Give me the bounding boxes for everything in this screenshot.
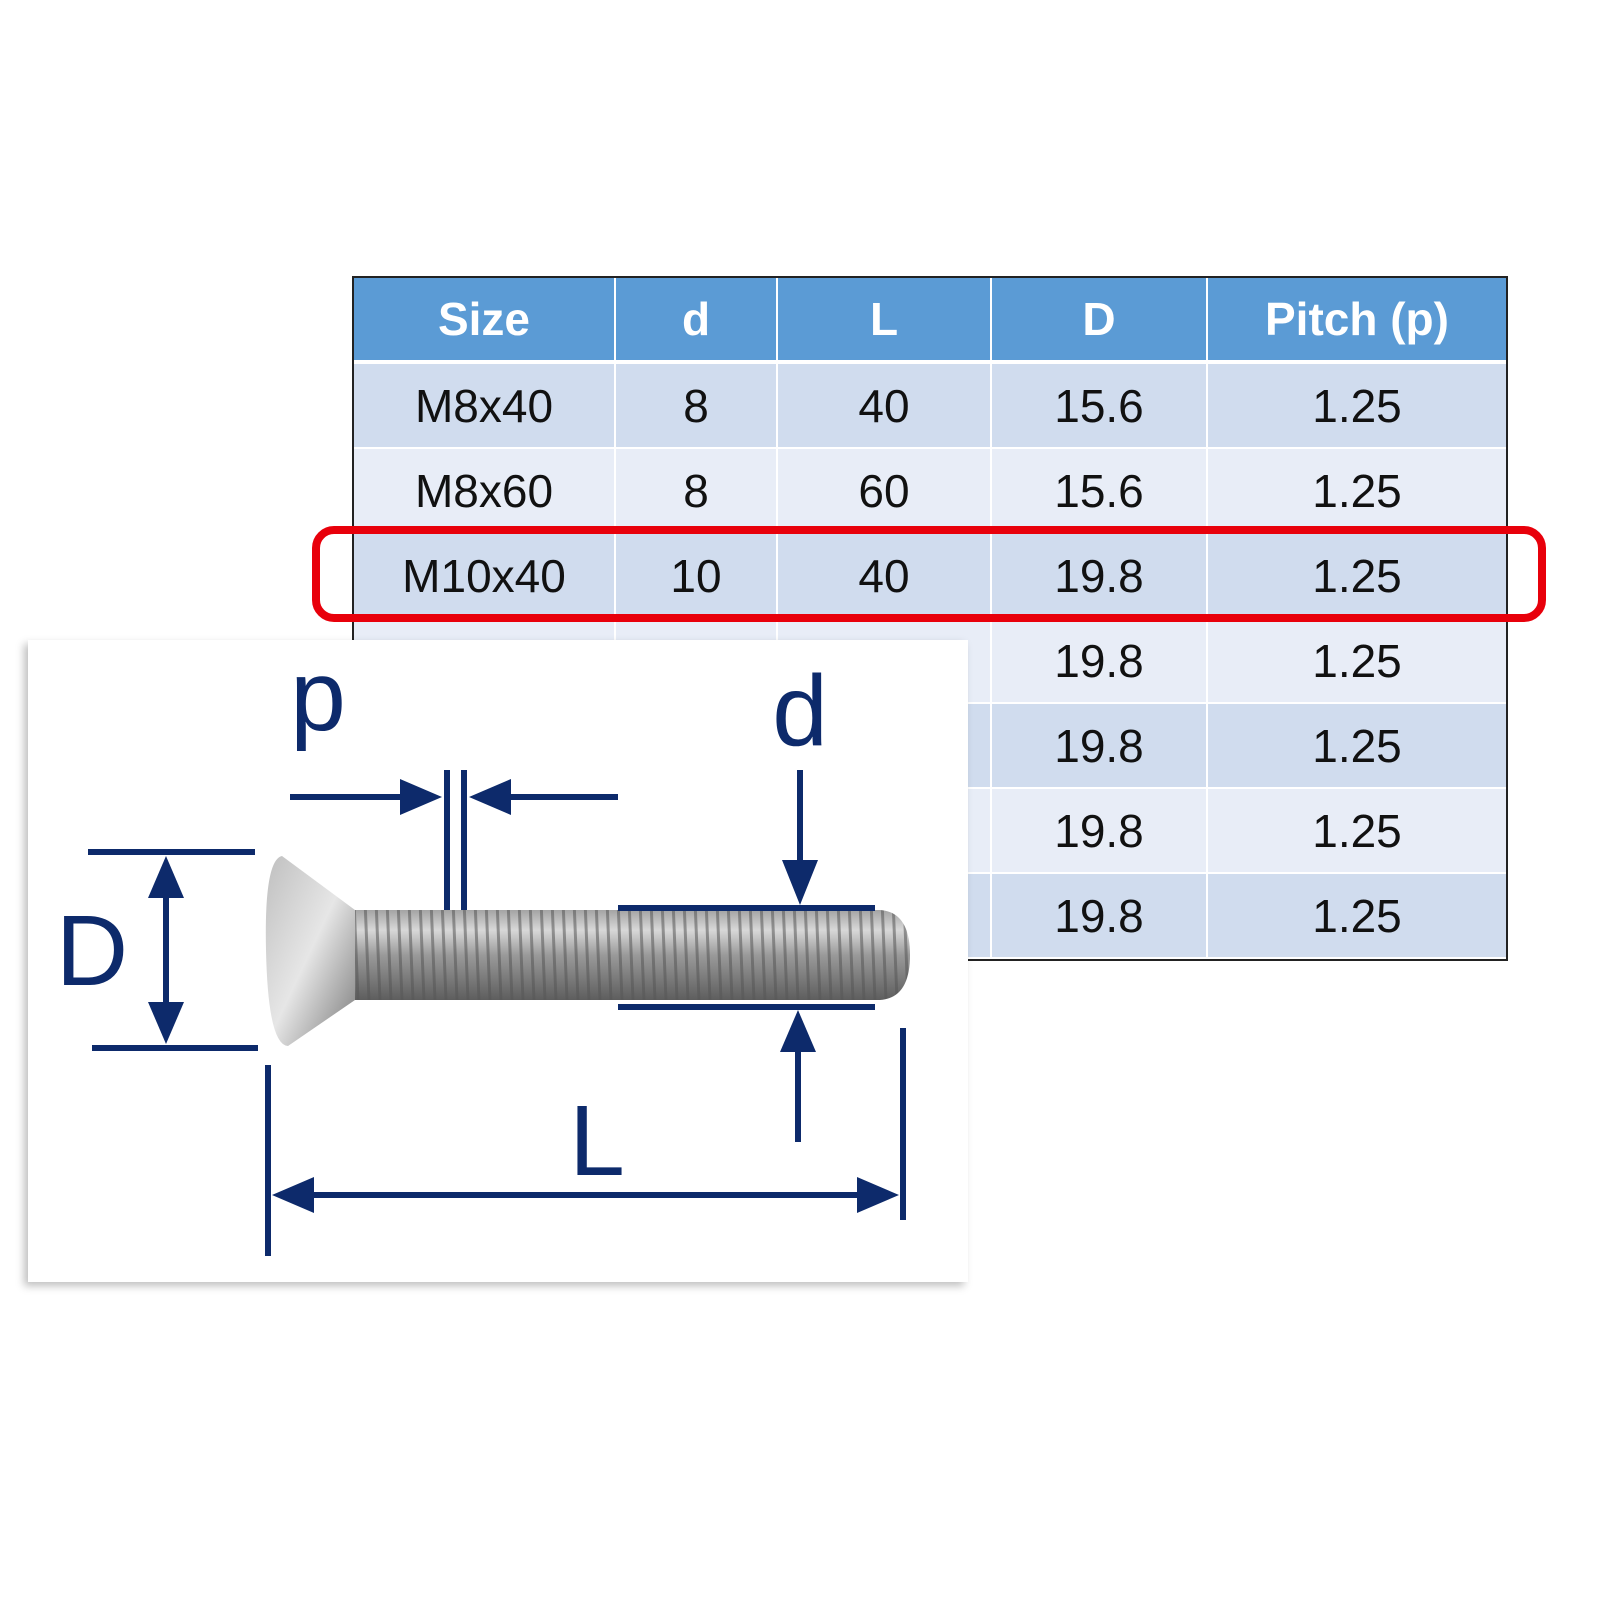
dimension-lines (88, 770, 906, 1256)
header-cell: Size (354, 278, 616, 360)
arrow-left-icon (469, 779, 511, 815)
table-cell: 1.25 (1208, 789, 1506, 874)
screw-diagram-panel: p d D L (28, 640, 968, 1282)
table-row: M8x40 8 40 15.6 1.25 (354, 364, 1506, 449)
table-cell: 1.25 (1208, 704, 1506, 789)
arrow-up-icon (780, 1010, 816, 1052)
table-cell: 1.25 (1208, 364, 1506, 449)
table-cell: 1.25 (1208, 874, 1506, 959)
highlighted-row-frame (312, 526, 1546, 622)
table-cell: 19.8 (992, 789, 1208, 874)
table-cell: 60 (778, 449, 992, 534)
table-cell: 19.8 (992, 874, 1208, 959)
arrow-right-icon (857, 1177, 899, 1213)
table-cell: 19.8 (992, 534, 1208, 619)
arrow-down-icon (148, 1002, 184, 1044)
table-row: M8x60 8 60 15.6 1.25 (354, 449, 1506, 534)
label-pitch: p (290, 640, 346, 752)
label-head-diameter: D (56, 895, 128, 1007)
table-cell: M8x40 (354, 364, 616, 449)
header-cell: Pitch (p) (1265, 293, 1449, 345)
arrowheads (148, 779, 899, 1213)
table-cell: 8 (616, 364, 778, 449)
header-cell: d (616, 278, 778, 360)
arrow-left-icon (272, 1177, 314, 1213)
screw-image (265, 856, 910, 1046)
table-cell: 19.8 (992, 704, 1208, 789)
label-length: L (569, 1085, 625, 1197)
table-cell: 19.8 (992, 619, 1208, 704)
header-cell: D (992, 278, 1208, 360)
arrow-down-icon (782, 860, 818, 905)
arrow-right-icon (400, 779, 442, 815)
label-thread-diameter: d (772, 655, 828, 767)
table-cell: 15.6 (992, 364, 1208, 449)
arrow-up-icon (148, 856, 184, 898)
header-cell: L (778, 278, 992, 360)
table-cell: 1.25 (1208, 619, 1506, 704)
table-row: M10x40 10 40 19.8 1.25 (354, 534, 1506, 619)
table-cell: 40 (778, 364, 992, 449)
table-header-row: Size d L D Pitch (p) (354, 278, 1506, 364)
